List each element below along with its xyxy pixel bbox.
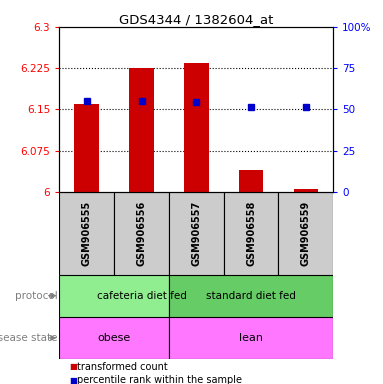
Bar [59,275,169,317]
Text: percentile rank within the sample: percentile rank within the sample [77,375,242,384]
Text: ■: ■ [69,376,77,384]
Title: GDS4344 / 1382604_at: GDS4344 / 1382604_at [119,13,273,26]
Text: GSM906558: GSM906558 [246,200,256,266]
Bar [74,104,99,192]
Bar [169,275,333,317]
Bar [239,170,264,192]
Text: GSM906556: GSM906556 [136,201,147,266]
Bar [59,192,114,275]
Bar [169,192,224,275]
Bar [184,63,209,192]
Text: GSM906559: GSM906559 [301,201,311,266]
Bar [293,189,318,192]
Text: protocol: protocol [15,291,57,301]
Text: standard diet fed: standard diet fed [206,291,296,301]
Text: transformed count: transformed count [77,362,167,372]
Text: GSM906557: GSM906557 [191,201,201,266]
Text: lean: lean [239,333,263,343]
Text: obese: obese [98,333,131,343]
Text: GSM906555: GSM906555 [82,201,92,266]
Text: disease state: disease state [0,333,57,343]
Bar [59,317,169,359]
Text: cafeteria diet fed: cafeteria diet fed [97,291,187,301]
Text: ■: ■ [69,362,77,371]
Bar [114,192,169,275]
Bar [278,192,333,275]
Bar [129,68,154,192]
Bar [224,192,278,275]
Bar [169,317,333,359]
